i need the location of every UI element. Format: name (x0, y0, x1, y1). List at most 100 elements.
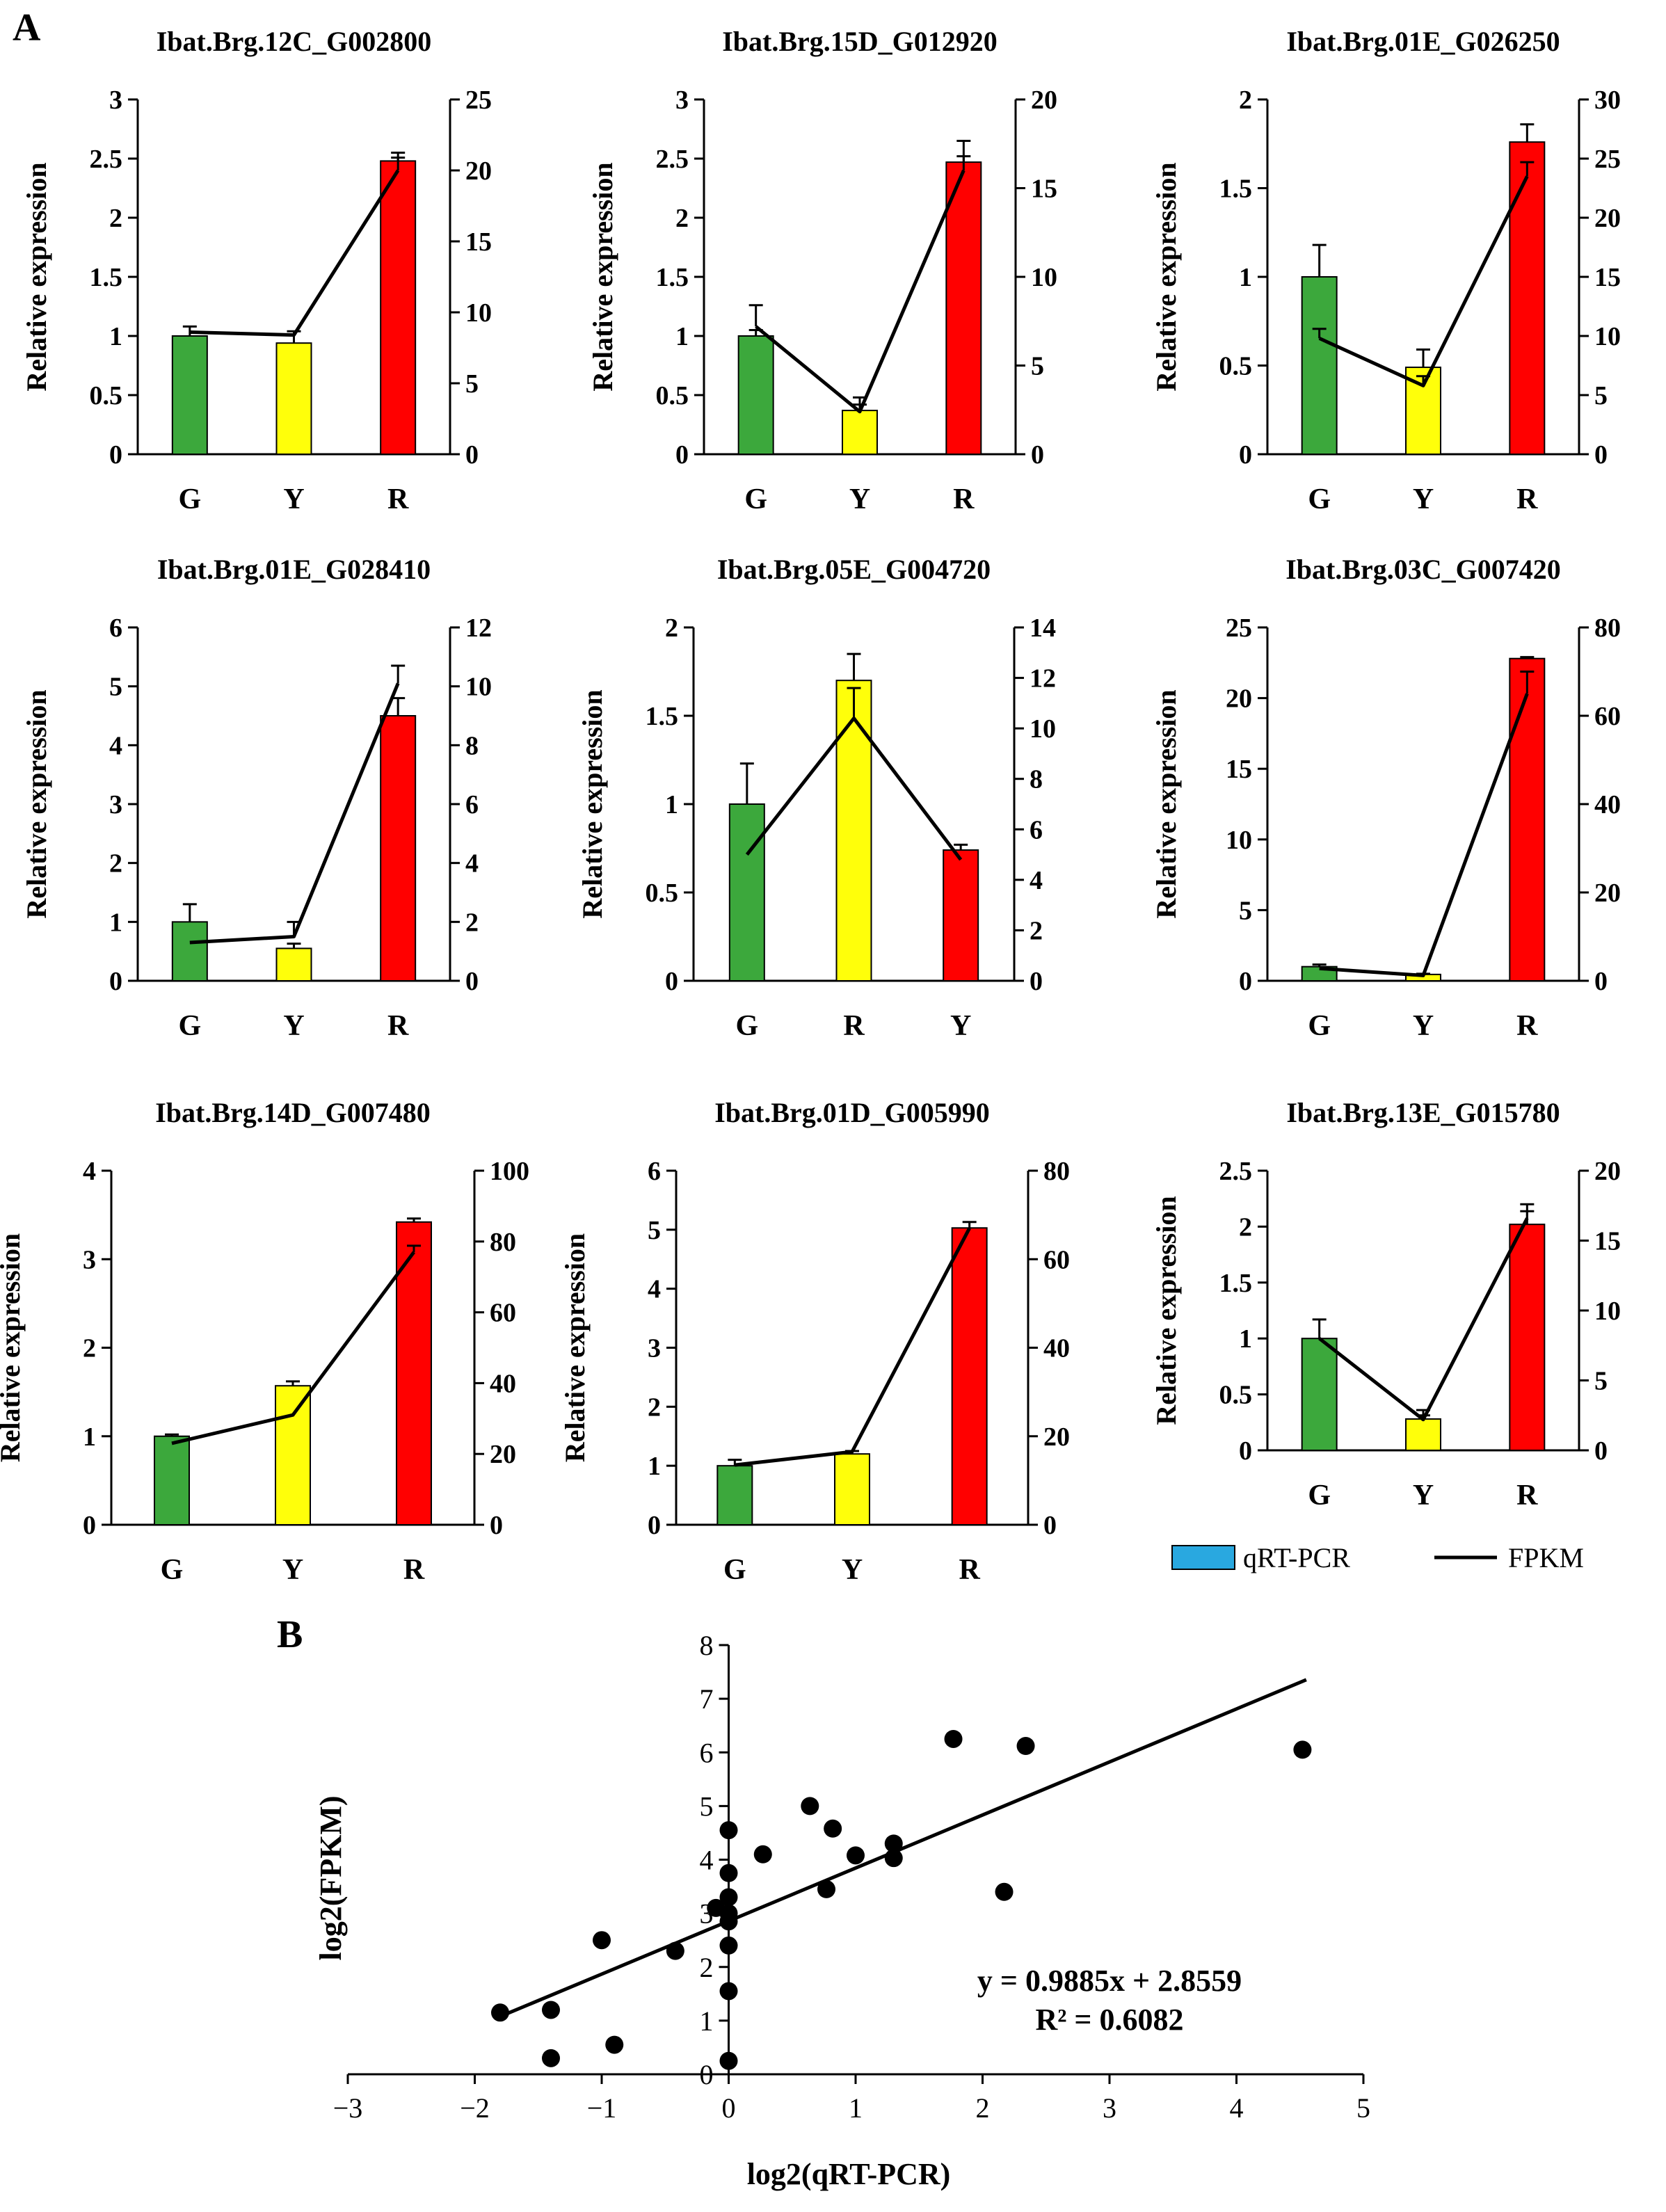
chart-8-right-tick-label: 20 (1043, 1422, 1070, 1452)
chart-9-right-tick-label: 5 (1594, 1367, 1608, 1396)
chart-2-x-tick-label-G: G (744, 483, 767, 515)
chart-1-right-tick-label: 25 (465, 86, 492, 115)
chart-4-x-tick-label-R: R (387, 1010, 409, 1042)
legend-label-qrt-pcr: qRT-PCR (1243, 1542, 1350, 1573)
chart-8-right-tick-label: 80 (1043, 1157, 1070, 1186)
chart-6-bar-R (1509, 657, 1546, 981)
scatter-point (719, 1936, 738, 1955)
scatter-point (824, 1819, 842, 1838)
chart-6-left-tick-label: 0 (1239, 967, 1252, 996)
chart-3-left-tick-label: 0 (1239, 440, 1252, 470)
chart-9-left-tick-label: 2.5 (1219, 1157, 1253, 1186)
chart-2-bar-R (945, 161, 982, 455)
scatter-point (719, 1821, 738, 1840)
chart-6-y-axis-title: Relative expression (1151, 689, 1182, 918)
scatter-x-tick-label: 5 (1356, 2092, 1370, 2124)
chart-5-x-tick-label-Y: Y (950, 1010, 971, 1042)
chart-2-fpkm-line (755, 170, 966, 414)
chart-6-right-tick-label: 60 (1594, 702, 1621, 731)
chart-7-right-tick-label: 60 (490, 1299, 516, 1328)
chart-8-x-tick-label-G: G (723, 1554, 746, 1586)
chart-6-left-tick-label: 5 (1239, 896, 1252, 925)
chart-1-left-tick-label: 1 (109, 322, 122, 351)
chart-4-left-tick-label: 4 (109, 731, 122, 760)
chart-8-right-tick-label: 0 (1043, 1511, 1057, 1540)
scatter-point (719, 2051, 738, 2070)
scatter-x-tick-label: 0 (722, 2092, 736, 2124)
chart-6-left-tick-label: 20 (1226, 684, 1252, 714)
scatter-point (491, 2003, 509, 2022)
chart-4-right-tick-label: 0 (465, 967, 479, 996)
chart-9-x-tick-label-G: G (1308, 1480, 1331, 1512)
chart-9-right-tick-label: 15 (1594, 1227, 1621, 1256)
chart-4-y-axis-title: Relative expression (21, 689, 52, 918)
chart-8-left-tick-label: 1 (648, 1452, 661, 1481)
chart-8-left-tick-label: 5 (648, 1216, 661, 1245)
chart-4-right-tick-label: 8 (465, 731, 479, 760)
chart-5-right-tick-label: 12 (1030, 664, 1056, 694)
chart-5-left-tick-label: 2 (665, 614, 678, 643)
chart-7-x-tick-label-R: R (403, 1554, 425, 1586)
scatter-y-tick-label: 1 (700, 2005, 714, 2037)
chart-2-bar-G (737, 335, 774, 455)
chart-2-right-tick-label: 15 (1031, 175, 1057, 204)
scatter-point (847, 1846, 865, 1865)
chart-7-left-tick-label: 3 (83, 1245, 96, 1274)
chart-8-fpkm-line (735, 1227, 971, 1467)
scatter-point (542, 2001, 560, 2019)
chart-7-left-tick-label: 0 (83, 1511, 96, 1540)
chart-7-y-axis-title: Relative expression (0, 1233, 26, 1462)
chart-9-right-tick-label: 10 (1594, 1297, 1621, 1326)
chart-5-left-tick-label: 0 (665, 967, 678, 996)
chart-3-bar-G (1301, 276, 1338, 455)
chart-3-right-tick-label: 15 (1594, 263, 1621, 292)
scatter-y-tick-label: 6 (700, 1737, 714, 1768)
chart-5-x-tick-label-R: R (843, 1010, 865, 1042)
chart-1-right-tick-label: 5 (465, 369, 479, 399)
chart-6-right-tick-label: 80 (1594, 614, 1621, 643)
chart-8-bar-R (951, 1227, 988, 1525)
scatter-point (719, 1912, 738, 1931)
chart-7-right-tick-label: 20 (490, 1440, 516, 1469)
chart-4-left-tick-label: 3 (109, 790, 122, 819)
chart-2-left-tick-label: 0 (675, 440, 689, 470)
chart-9-left-tick-label: 1 (1239, 1324, 1252, 1354)
scatter-point (593, 1931, 611, 1950)
scatter-point (995, 1882, 1014, 1901)
scatter-y-tick-label: 7 (700, 1683, 714, 1715)
chart-1-left-tick-label: 2.5 (90, 145, 123, 174)
chart-8-title: Ibat.Brg.01D_G005990 (714, 1097, 990, 1128)
scatter-x-tick-label: 2 (976, 2092, 990, 2124)
chart-8-right-tick-label: 40 (1043, 1334, 1070, 1363)
scatter-point (1293, 1740, 1312, 1759)
chart-4-x-tick-label-Y: Y (283, 1010, 304, 1042)
chart-4-bar-G (171, 921, 208, 982)
chart-5-left-tick-label: 1 (665, 790, 678, 819)
chart-3-right-tick-label: 25 (1594, 145, 1621, 174)
chart-5-y-axis-title: Relative expression (577, 689, 608, 918)
chart-9-bar-G (1301, 1338, 1338, 1451)
scatter-point (719, 1982, 738, 2001)
chart-2-left-tick-label: 3 (675, 86, 689, 115)
chart-7-right-tick-label: 0 (490, 1511, 503, 1540)
chart-2-left-tick-label: 1.5 (656, 263, 689, 292)
chart-8-left-tick-label: 3 (648, 1334, 661, 1363)
chart-7-right-tick-label: 40 (490, 1369, 516, 1398)
chart-4-left-tick-label: 1 (109, 908, 122, 937)
chart-9-title: Ibat.Brg.13E_G015780 (1286, 1097, 1560, 1128)
scatter-y-tick-label: 5 (700, 1790, 714, 1822)
chart-3-right-tick-label: 20 (1594, 204, 1621, 233)
chart-5-right-tick-label: 10 (1030, 714, 1056, 744)
scatter-x-tick-label: −2 (460, 2092, 490, 2124)
chart-5-left-tick-label: 0.5 (646, 879, 679, 908)
chart-4-bar-Y (275, 947, 312, 982)
scatter-x-tick-label: 1 (849, 2092, 863, 2124)
scatter-x-tick-label: 4 (1230, 2092, 1244, 2124)
chart-6-right-tick-label: 40 (1594, 790, 1621, 819)
chart-3-left-tick-label: 0.5 (1219, 352, 1253, 381)
legend-swatch-qrt-pcr (1171, 1545, 1235, 1570)
scatter-point (719, 1888, 738, 1907)
chart-8-x-tick-label-R: R (959, 1554, 980, 1586)
chart-3-right-tick-label: 10 (1594, 322, 1621, 351)
scatter-y-axis-title: log2(FPKM) (314, 1795, 348, 1960)
